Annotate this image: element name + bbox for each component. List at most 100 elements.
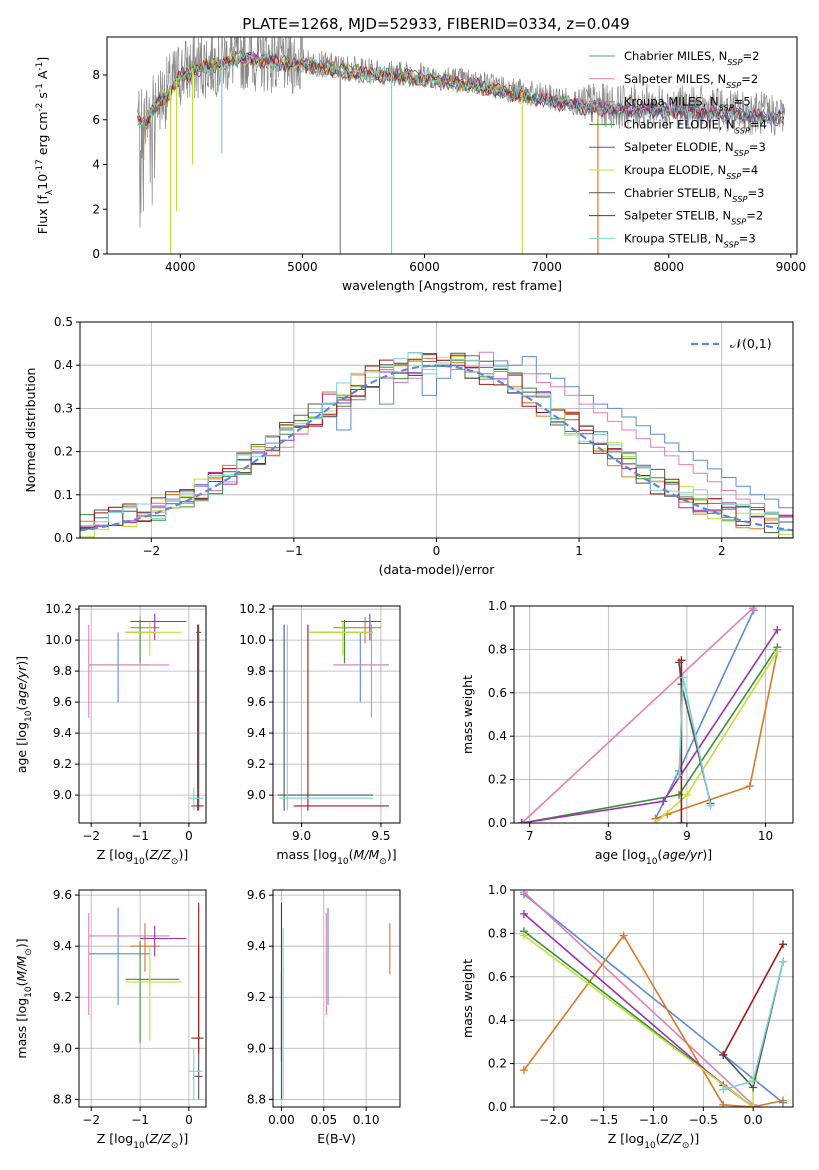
label-part: )] <box>702 847 712 862</box>
y-tick-label: 0.0 <box>488 1100 507 1114</box>
x-tick-label: −1.5 <box>589 1113 618 1127</box>
y-tick-label: 0.6 <box>488 970 507 984</box>
legend-label-count: =3 <box>747 186 764 200</box>
label-script: 10 <box>24 710 34 722</box>
legend-label: Kroupa MILES, NSSP=5 <box>624 95 751 113</box>
y-tick-label: 9.6 <box>247 888 266 902</box>
y-tick-label: 9.2 <box>53 757 72 771</box>
legend-label-count: =2 <box>746 209 763 223</box>
x-tick-label: 0 <box>185 1113 193 1127</box>
label-script: -1 <box>35 83 45 92</box>
y-tick-label: 9.4 <box>247 939 266 953</box>
x-tick-label: 9.5 <box>371 829 390 843</box>
label-part: Z [log <box>97 1131 133 1146</box>
label-math: age/yr <box>14 665 29 706</box>
y-tick-label: 9.0 <box>247 1041 266 1055</box>
x-tick-label: 8 <box>604 829 612 843</box>
legend-label-subscript: SSP <box>724 239 739 249</box>
y-tick-label: 0.0 <box>54 531 73 545</box>
legend-label-name: Salpeter STELIB, N <box>624 209 731 223</box>
y-tick-label: 9.0 <box>53 788 72 802</box>
weight-line <box>523 893 784 1104</box>
model-line <box>137 51 785 127</box>
legend-label-subscript: SSP <box>731 217 746 227</box>
y-tick-label: 9.8 <box>247 664 266 678</box>
y-axis-label: Normed distribution <box>23 368 38 493</box>
label-part: A <box>35 70 50 83</box>
x-tick-label: −1 <box>131 829 149 843</box>
y-tick-label: 9.4 <box>53 939 72 953</box>
label-part: ( <box>349 847 354 862</box>
weight-line <box>521 629 778 823</box>
label-part: age [log <box>14 722 29 773</box>
legend-label-count: =4 <box>741 163 758 177</box>
data-spectrum-line <box>137 37 786 228</box>
y-tick-label: 9.6 <box>53 695 72 709</box>
label-part: wavelength [Angstrom, rest frame] <box>342 278 562 293</box>
x-tick-label: 0.10 <box>353 1113 380 1127</box>
legend-label-name: Chabrier ELODIE, N <box>624 117 735 131</box>
label-script: 10 <box>133 857 145 867</box>
label-part: mass weight <box>460 959 475 1038</box>
y-tick-label: 0.3 <box>54 401 73 415</box>
y-tick-label: 0.0 <box>488 816 507 830</box>
legend-label-subscript: SSP <box>734 148 749 158</box>
plot-area <box>517 606 782 823</box>
label-math: M/M <box>354 847 380 862</box>
label-script: -2 <box>35 103 45 112</box>
y-axis-label: mass weight <box>460 675 475 754</box>
x-axis-label: E(B-V) <box>317 1131 356 1146</box>
histogram-step <box>80 356 793 538</box>
y-tick-label: 9.2 <box>247 990 266 1004</box>
legend-label-count: =3 <box>739 231 756 245</box>
legend-label-count: =3 <box>749 140 766 154</box>
label-math: Z/Z <box>149 847 172 862</box>
label-part: )] <box>178 847 188 862</box>
weight-line <box>523 891 754 1106</box>
legend-label-count: =4 <box>750 117 767 131</box>
legend-label-subscript: SSP <box>719 103 734 113</box>
axes-frame <box>272 889 401 1108</box>
y-axis-label: mass weight <box>460 959 475 1038</box>
legend-label: Chabrier ELODIE, NSSP=4 <box>624 117 767 135</box>
y-tick-label: 9.6 <box>247 695 266 709</box>
plot-area <box>80 351 793 538</box>
legend-label-subscript: SSP <box>726 171 741 181</box>
y-tick-label: 8.8 <box>247 1092 266 1106</box>
label-script: ⊙ <box>682 1141 690 1151</box>
x-tick-label: −2.0 <box>539 1113 568 1127</box>
model-line <box>137 51 784 132</box>
x-tick-label: 1 <box>575 544 583 558</box>
y-tick-label: 8 <box>92 68 100 82</box>
y-tick-label: 0.6 <box>488 686 507 700</box>
x-tick-label: 0.0 <box>744 1113 763 1127</box>
x-tick-label: 6000 <box>409 260 440 274</box>
label-part: Z [log <box>97 847 133 862</box>
y-tick-label: 0.2 <box>54 445 73 459</box>
label-script: 10 <box>644 1141 656 1151</box>
plot-area <box>519 890 788 1107</box>
x-tick-label: 8000 <box>653 260 684 274</box>
x-tick-label: −0.5 <box>689 1113 718 1127</box>
axes-frame <box>78 605 207 824</box>
legend-label: Kroupa ELODIE, NSSP=4 <box>624 163 758 181</box>
legend-label: Chabrier MILES, NSSP=2 <box>624 49 759 67</box>
weight-line <box>654 609 755 820</box>
x-tick-label: 0.00 <box>268 1113 295 1127</box>
label-part: ( <box>657 847 662 862</box>
y-tick-label: 9.4 <box>53 726 72 740</box>
y-tick-label: 8.8 <box>53 1092 72 1106</box>
x-axis-label: wavelength [Angstrom, rest frame] <box>342 278 562 293</box>
y-tick-label: 10.2 <box>239 602 266 616</box>
axes-frame <box>78 889 207 1108</box>
label-part: s <box>35 92 50 103</box>
legend-label-subscript: SSP <box>727 57 742 67</box>
axes-frame <box>272 605 401 824</box>
x-axis-label: age [log10(age/yr)] <box>595 847 712 867</box>
y-tick-label: 0 <box>92 247 100 261</box>
label-part: ( <box>656 1131 661 1146</box>
label-part: erg cm <box>35 112 50 160</box>
weight-line <box>521 646 778 823</box>
